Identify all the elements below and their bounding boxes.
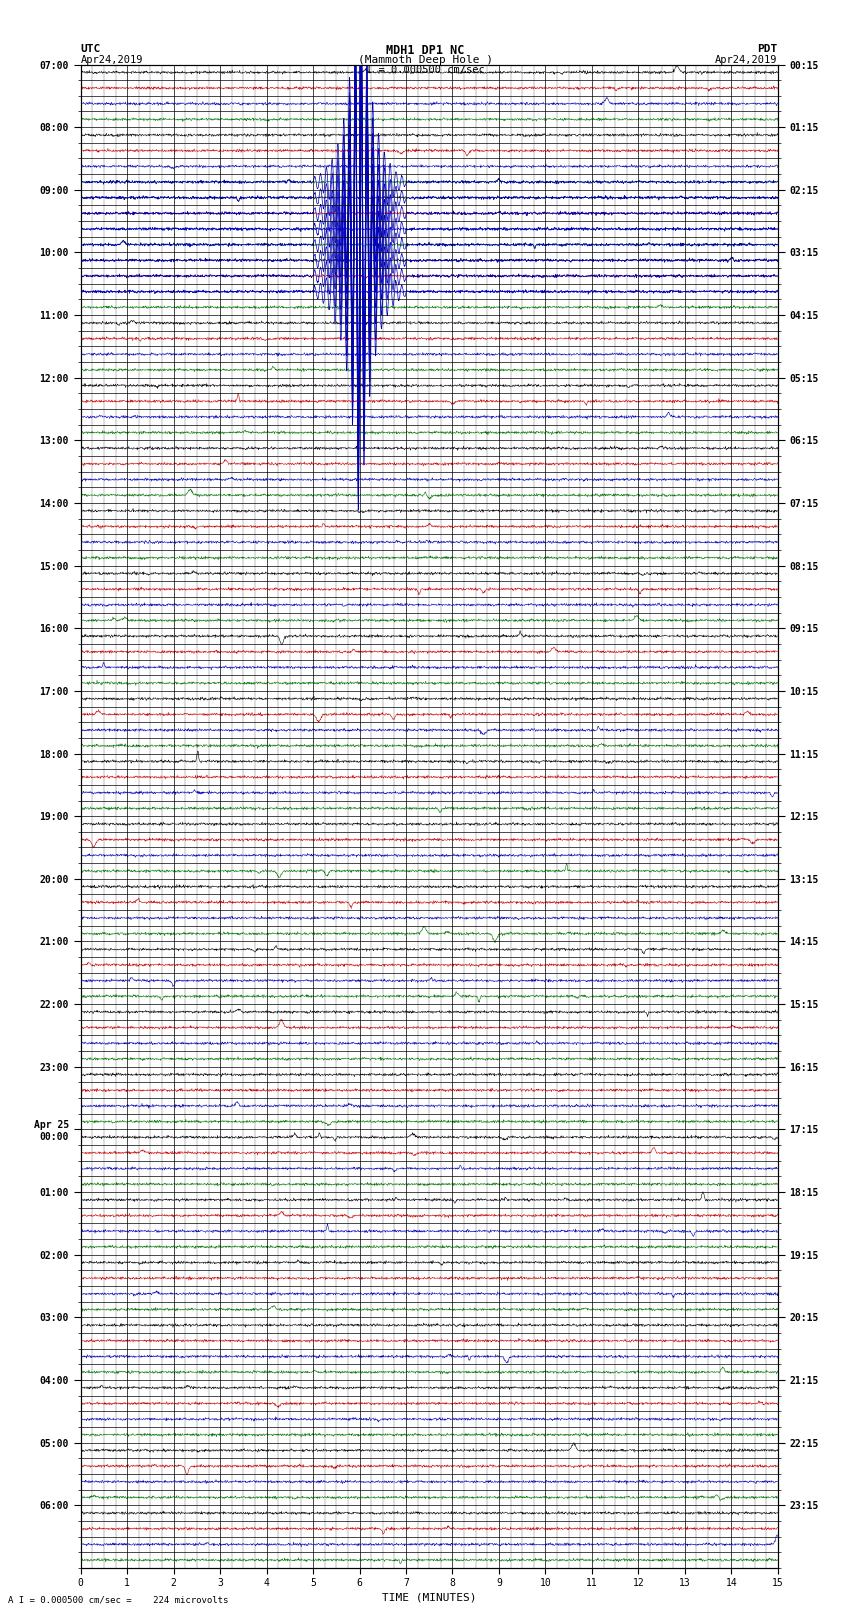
Text: (Mammoth Deep Hole ): (Mammoth Deep Hole ) bbox=[358, 55, 492, 65]
Text: A I = 0.000500 cm/sec =    224 microvolts: A I = 0.000500 cm/sec = 224 microvolts bbox=[8, 1595, 229, 1605]
Text: UTC: UTC bbox=[81, 44, 101, 53]
Text: Apr24,2019: Apr24,2019 bbox=[81, 55, 144, 65]
Text: Apr24,2019: Apr24,2019 bbox=[715, 55, 778, 65]
Text: PDT: PDT bbox=[757, 44, 778, 53]
X-axis label: TIME (MINUTES): TIME (MINUTES) bbox=[382, 1592, 477, 1602]
Text: I = 0.000500 cm/sec: I = 0.000500 cm/sec bbox=[366, 65, 484, 74]
Text: MDH1 DP1 NC: MDH1 DP1 NC bbox=[386, 44, 464, 56]
